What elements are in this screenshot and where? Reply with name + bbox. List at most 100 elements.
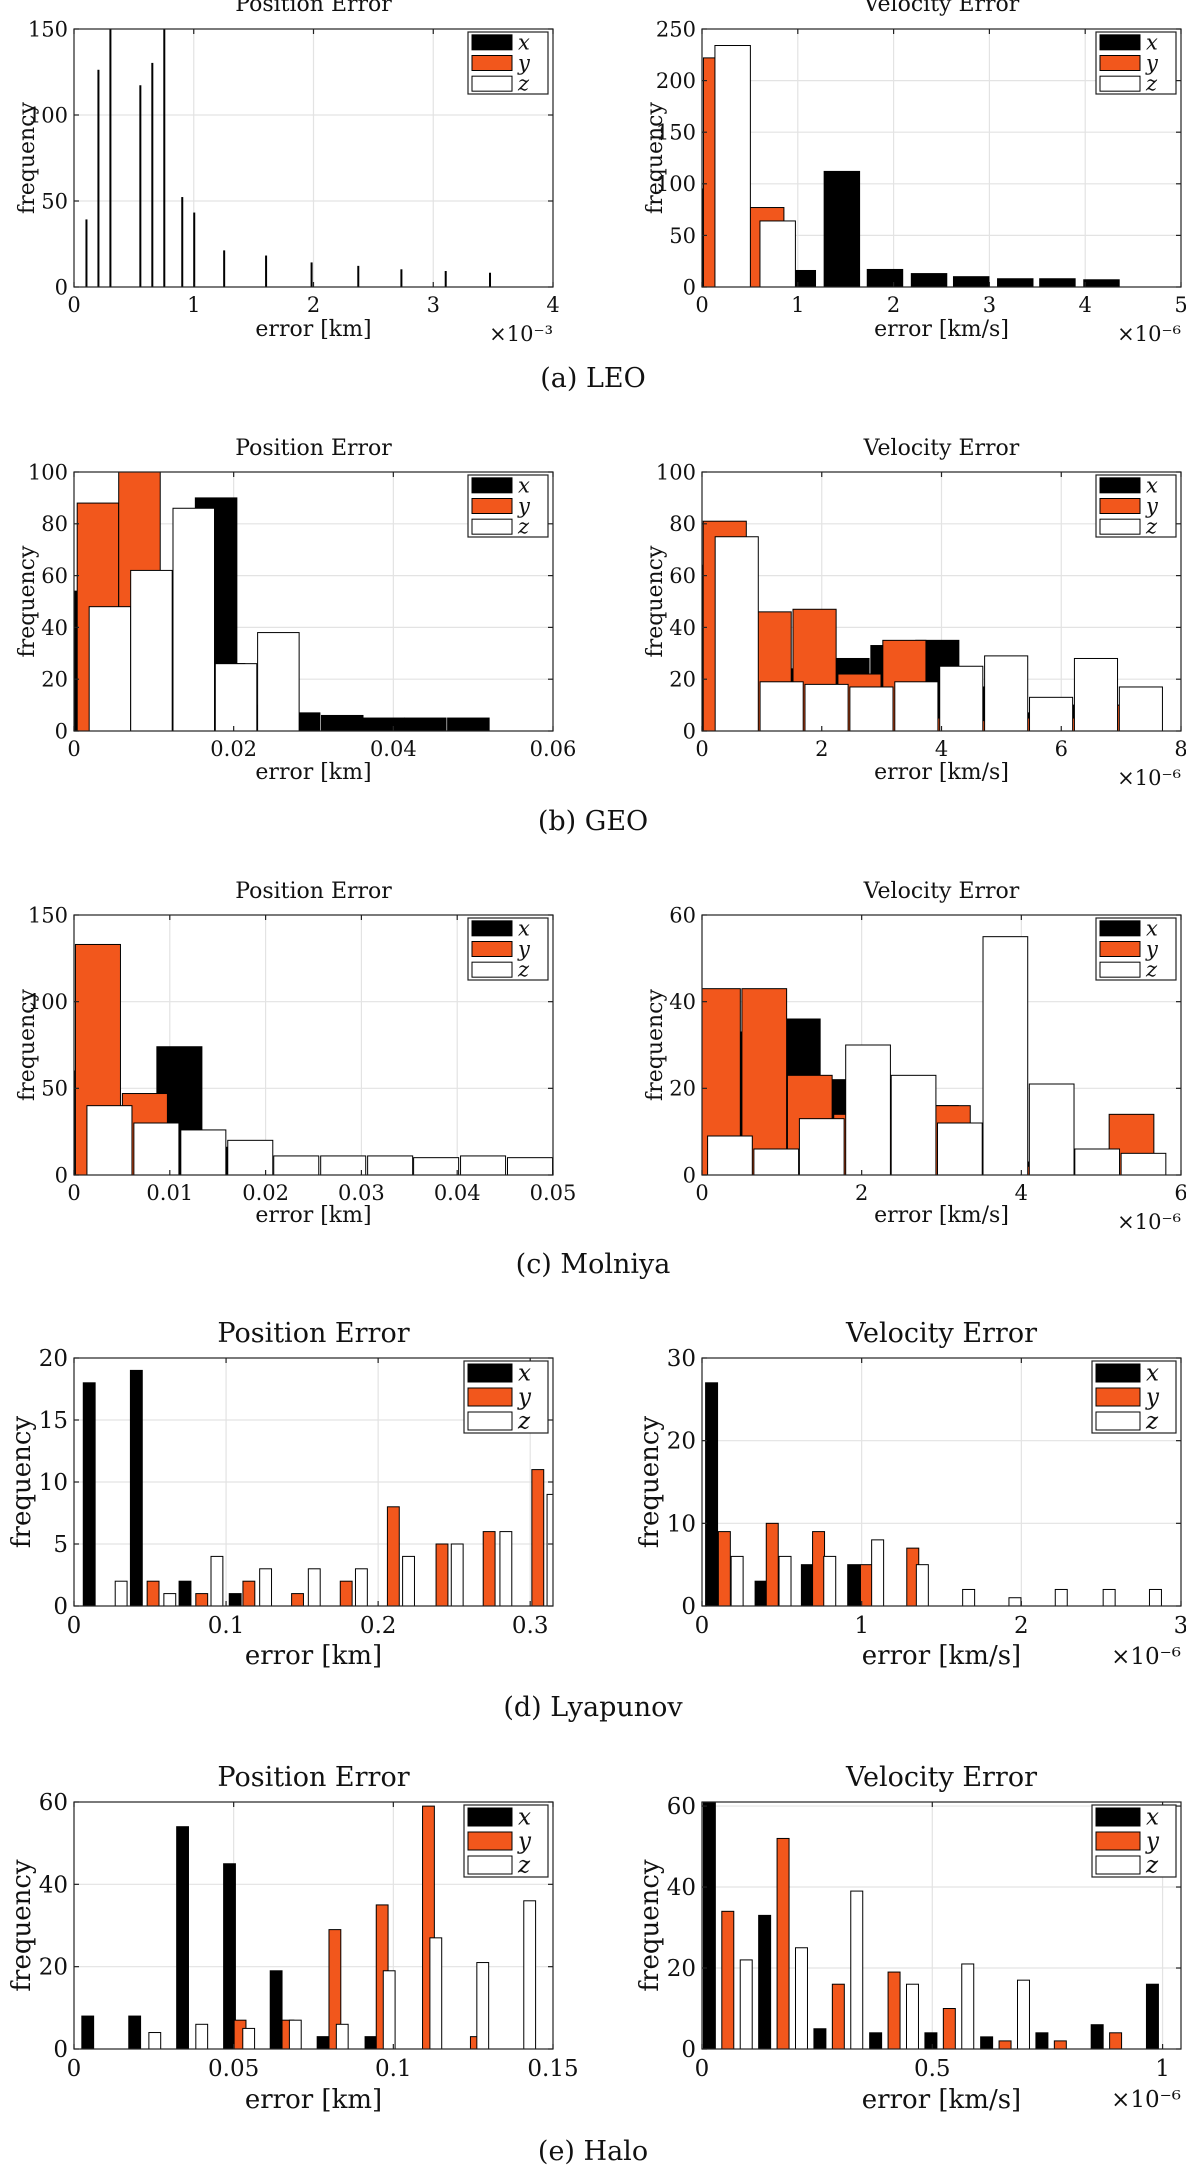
bar-z (714, 45, 751, 287)
bar-z (759, 681, 804, 731)
legend-label-x: x (518, 1361, 531, 1387)
bar-z (499, 1531, 513, 1606)
bar-y (242, 1580, 256, 1606)
bar-z (367, 1155, 414, 1175)
bar-x (139, 85, 142, 287)
bar-z (871, 1539, 885, 1606)
bar-x (82, 1382, 96, 1606)
chart-title: Position Error (235, 879, 392, 904)
x-tick-label: 0.02 (242, 1181, 289, 1205)
bar-z (523, 1900, 537, 2049)
axes-box (701, 1357, 1182, 1607)
bar-z (429, 1937, 443, 2049)
legend-swatch-z (1095, 1855, 1141, 1875)
x-tick-label: 0.06 (530, 737, 577, 761)
bars (85, 29, 492, 287)
x-tick-label: 6 (1174, 1181, 1186, 1205)
bar-x (404, 717, 447, 731)
x-tick-label: 0.04 (434, 1181, 481, 1205)
bar-z (180, 1129, 227, 1175)
x-exponent-label: ×10⁻⁶ (1117, 1210, 1181, 1234)
bar-z (1148, 1588, 1162, 1606)
bar-z (172, 507, 216, 731)
x-tick-label: 0 (695, 1181, 708, 1205)
bar-y (721, 1910, 735, 2049)
legend-label-y: y (1145, 1385, 1160, 1411)
chart-title: Velocity Error (845, 1762, 1037, 1793)
x-tick-label: 0 (695, 737, 708, 761)
y-tick-label: 150 (28, 17, 68, 41)
bar-x (444, 271, 447, 287)
legend: xyz (463, 1360, 549, 1435)
legend-label-x: x (518, 1805, 531, 1831)
bar-z (714, 536, 759, 731)
bar-x (228, 1593, 242, 1606)
x-axis-label: error [km/s] (862, 2085, 1021, 2115)
bar-z (1008, 1597, 1022, 1606)
bar-y (482, 1531, 496, 1606)
y-tick-label: 100 (28, 460, 68, 484)
y-tick-label: 20 (41, 668, 68, 692)
bar-x (181, 197, 184, 287)
bar-z (739, 1959, 753, 2049)
chart-title: Velocity Error (845, 1318, 1037, 1349)
bar-z (273, 1155, 320, 1175)
x-tick-label: 3 (983, 293, 996, 317)
legend-swatch-z (1095, 1411, 1141, 1431)
y-tick-label: 60 (669, 903, 696, 927)
legend-label-x: x (1146, 1805, 1159, 1831)
bar-z (778, 1555, 792, 1606)
bar-z (335, 2023, 349, 2049)
bar-y (146, 1580, 160, 1606)
y-tick-label: 30 (667, 1346, 696, 1372)
chart-title: Position Error (217, 1762, 409, 1793)
y-tick-label: 20 (669, 668, 696, 692)
axes-box (73, 471, 554, 732)
bar-z (1102, 1588, 1116, 1606)
x-tick-label: 0 (67, 1613, 82, 1639)
bar-x (316, 2036, 330, 2049)
bar-z (109, 29, 112, 287)
axes-box (701, 914, 1182, 1176)
bar-z (402, 1555, 415, 1606)
legend-label-z: z (517, 1409, 531, 1435)
chart-title: Position Error (235, 436, 392, 461)
legend-label-y: y (517, 51, 531, 75)
y-tick-label: 40 (667, 1875, 696, 1901)
x-axis-label: error [km] (255, 1203, 371, 1228)
x-tick-label: 0 (67, 2056, 82, 2082)
bar-z (307, 1568, 321, 1606)
x-tick-label: 1 (187, 293, 200, 317)
y-tick-label: 0 (681, 1594, 696, 1620)
bar-z (114, 1580, 128, 1606)
y-tick-label: 250 (656, 17, 696, 41)
legend-label-y: y (517, 937, 531, 961)
bar-x (754, 1580, 768, 1606)
legend-label-y: y (517, 1385, 532, 1411)
legend-label-z: z (1145, 958, 1158, 982)
x-tick-label: 0.5 (914, 2056, 951, 2082)
x-tick-label: 4 (546, 293, 559, 317)
y-axis-label: frequency (635, 1859, 665, 1992)
x-tick-label: 0.04 (370, 737, 417, 761)
bar-y (386, 1506, 400, 1606)
caption-molniya: (c) Molniya (516, 1249, 671, 1280)
legend: xyz (467, 30, 549, 96)
bar-y (339, 1580, 353, 1606)
caption-halo: (e) Halo (538, 2136, 648, 2167)
bar-y (765, 1522, 779, 1606)
bar-z (849, 686, 894, 731)
legend-swatch-x (1099, 34, 1141, 51)
legend-swatch-y (467, 1831, 513, 1851)
bar-x (1039, 278, 1076, 287)
legend: xyz (1095, 473, 1177, 539)
bars (702, 1802, 1159, 2049)
legend-swatch-y (471, 55, 513, 71)
x-tick-label: 0 (695, 1613, 710, 1639)
x-axis-label: error [km/s] (874, 1203, 1009, 1228)
bar-z (227, 1139, 274, 1175)
bar-x (223, 1863, 236, 2049)
x-tick-label: 3 (1174, 1613, 1186, 1639)
legend-label-x: x (518, 473, 530, 497)
